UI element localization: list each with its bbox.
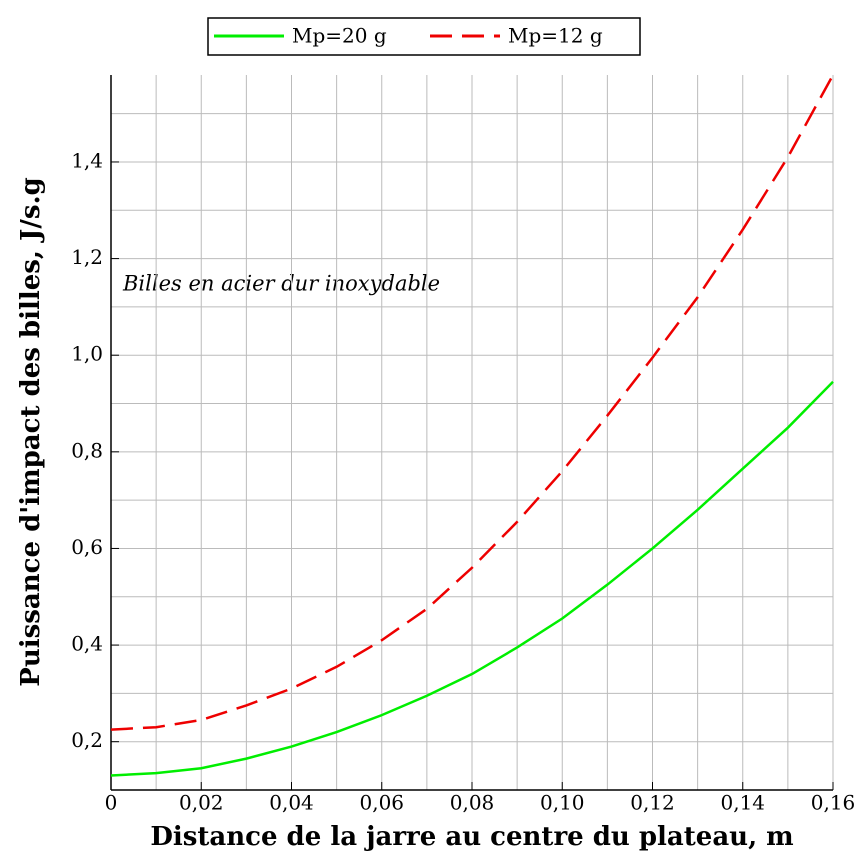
x-tick-label: 0,02 — [179, 791, 224, 815]
series-line — [110, 380, 834, 777]
x-tick-label: 0 — [105, 791, 118, 815]
x-tick-label: 0,06 — [359, 791, 404, 815]
x-tick-label: 0,12 — [630, 791, 675, 815]
y-axis-title: Puissance d'impact des billes, J/s.g — [16, 177, 46, 686]
x-axis-title: Distance de la jarre au centre du platea… — [150, 822, 793, 852]
x-tick-label: 0,08 — [450, 791, 495, 815]
y-tick-label: 1,4 — [71, 148, 103, 172]
y-tick-label: 0,8 — [71, 438, 103, 462]
x-tick-label: 0,04 — [269, 791, 314, 815]
legend-label: Mp=20 g — [292, 24, 387, 48]
x-tick-label: 0,14 — [720, 791, 765, 815]
y-tick-label: 0,4 — [71, 632, 103, 656]
y-tick-label: 1,0 — [71, 342, 103, 366]
y-tick-label: 1,2 — [71, 245, 103, 269]
series-line — [110, 74, 835, 731]
y-tick-label: 0,2 — [71, 728, 103, 752]
x-tick-label: 0,16 — [811, 791, 856, 815]
y-tick-label: 0,6 — [71, 535, 103, 559]
legend-label: Mp=12 g — [508, 24, 603, 48]
x-tick-label: 0,10 — [540, 791, 585, 815]
annotation: Billes en acier dur inoxydable — [122, 272, 440, 296]
